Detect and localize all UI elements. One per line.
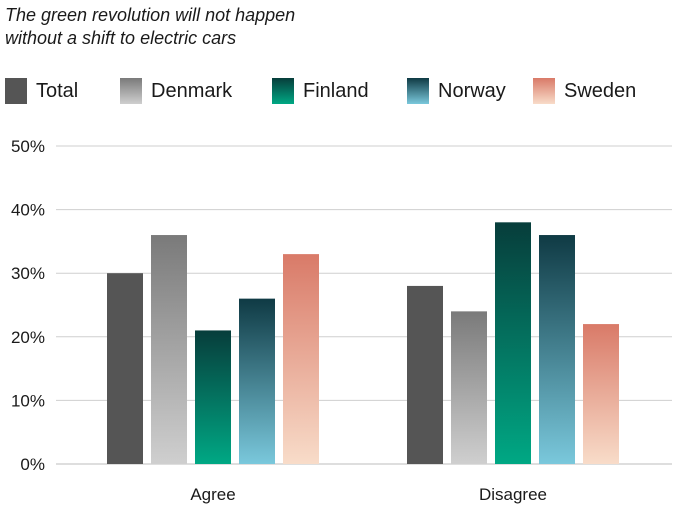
bar-agree-norway bbox=[239, 298, 275, 464]
legend-swatch-norway bbox=[407, 78, 429, 104]
legend-swatch-denmark bbox=[120, 78, 142, 104]
grid-lines bbox=[56, 145, 672, 465]
bar-disagree-total bbox=[407, 285, 443, 464]
y-tick-label: 10% bbox=[11, 391, 45, 410]
bar-disagree-sweden bbox=[583, 324, 619, 464]
y-tick-label: 40% bbox=[11, 201, 45, 220]
y-tick-label: 20% bbox=[11, 328, 45, 347]
y-tick-label: 0% bbox=[20, 455, 45, 474]
bar-agree-denmark bbox=[151, 235, 187, 464]
x-category-label-disagree: Disagree bbox=[479, 485, 547, 504]
legend-swatch-finland bbox=[272, 78, 294, 104]
bar-disagree-denmark bbox=[451, 311, 487, 464]
chart-title: The green revolution will not happen wit… bbox=[5, 4, 425, 50]
bar-agree-sweden bbox=[283, 254, 319, 464]
legend-label-finland: Finland bbox=[303, 79, 369, 102]
legend-item-denmark: Denmark bbox=[120, 76, 232, 106]
y-tick-label: 50% bbox=[11, 137, 45, 156]
bar-agree-total bbox=[107, 273, 143, 464]
bar-agree-finland bbox=[195, 330, 231, 464]
legend-label-sweden: Sweden bbox=[564, 79, 637, 102]
bar-disagree-finland bbox=[495, 222, 531, 464]
legend-swatch-sweden bbox=[533, 78, 555, 104]
axis-labels: 0% 10% 20% 30% 40% 50% Agree Disagree bbox=[11, 137, 547, 504]
legend-item-total: Total bbox=[5, 76, 78, 106]
bar-disagree-norway bbox=[539, 235, 575, 464]
chart-legend: Total Denmark Finland Norway Sweden bbox=[0, 76, 686, 106]
x-category-label-agree: Agree bbox=[190, 485, 235, 504]
chart-title-line-2: without a shift to electric cars bbox=[5, 28, 237, 48]
legend-item-norway: Norway bbox=[407, 76, 506, 106]
chart-title-line-1: The green revolution will not happen bbox=[5, 5, 296, 25]
legend-item-sweden: Sweden bbox=[533, 76, 636, 106]
legend-item-finland: Finland bbox=[272, 76, 369, 106]
y-tick-label: 30% bbox=[11, 264, 45, 283]
legend-label-norway: Norway bbox=[438, 79, 506, 102]
bars bbox=[107, 222, 619, 464]
legend-label-denmark: Denmark bbox=[151, 79, 233, 102]
legend-swatch-total bbox=[5, 78, 27, 104]
legend-label-total: Total bbox=[36, 79, 79, 102]
